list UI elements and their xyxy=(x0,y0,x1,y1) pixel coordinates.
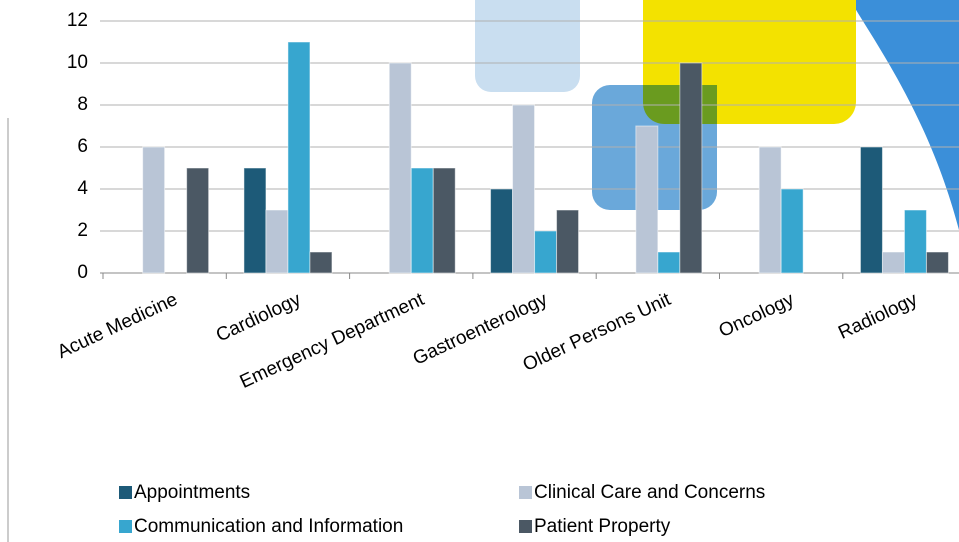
x-tick-label: Oncology xyxy=(716,289,798,342)
bar xyxy=(859,146,883,274)
y-tick-label: 12 xyxy=(67,10,88,31)
bar xyxy=(265,209,289,274)
y-tick-label: 6 xyxy=(77,136,88,157)
bar xyxy=(309,251,333,274)
bar xyxy=(243,167,267,274)
legend-label: Clinical Care and Concerns xyxy=(534,482,765,503)
bar xyxy=(925,251,949,274)
bar xyxy=(679,62,703,274)
x-tick-label: Acute Medicine xyxy=(54,289,181,363)
y-tick-label: 10 xyxy=(67,52,88,73)
legend-label: Patient Property xyxy=(534,516,671,537)
bar xyxy=(432,167,456,274)
bar xyxy=(635,125,659,274)
y-tick-label: 2 xyxy=(77,220,88,241)
bar xyxy=(490,188,514,274)
legend-marker xyxy=(119,486,132,499)
bar xyxy=(534,230,558,274)
legend-label: Appointments xyxy=(134,482,250,503)
x-tick-label: Cardiology xyxy=(213,289,305,347)
bar xyxy=(142,146,166,274)
bar xyxy=(512,104,536,274)
bar xyxy=(556,209,580,274)
bar xyxy=(780,188,804,274)
bar xyxy=(881,251,905,274)
bar xyxy=(903,209,927,274)
legend-marker xyxy=(519,520,532,533)
y-tick-label: 4 xyxy=(77,178,88,199)
y-tick-label: 0 xyxy=(77,262,88,283)
bar xyxy=(388,62,412,274)
bar xyxy=(758,146,782,274)
y-tick-label: 8 xyxy=(77,94,88,115)
x-tick-label: Radiology xyxy=(835,289,921,344)
legend-marker xyxy=(519,486,532,499)
bar xyxy=(657,251,681,274)
legend-marker xyxy=(119,520,132,533)
bar xyxy=(410,167,434,274)
bar xyxy=(287,41,311,274)
legend-label: Communication and Information xyxy=(134,516,403,537)
bar xyxy=(186,167,210,274)
